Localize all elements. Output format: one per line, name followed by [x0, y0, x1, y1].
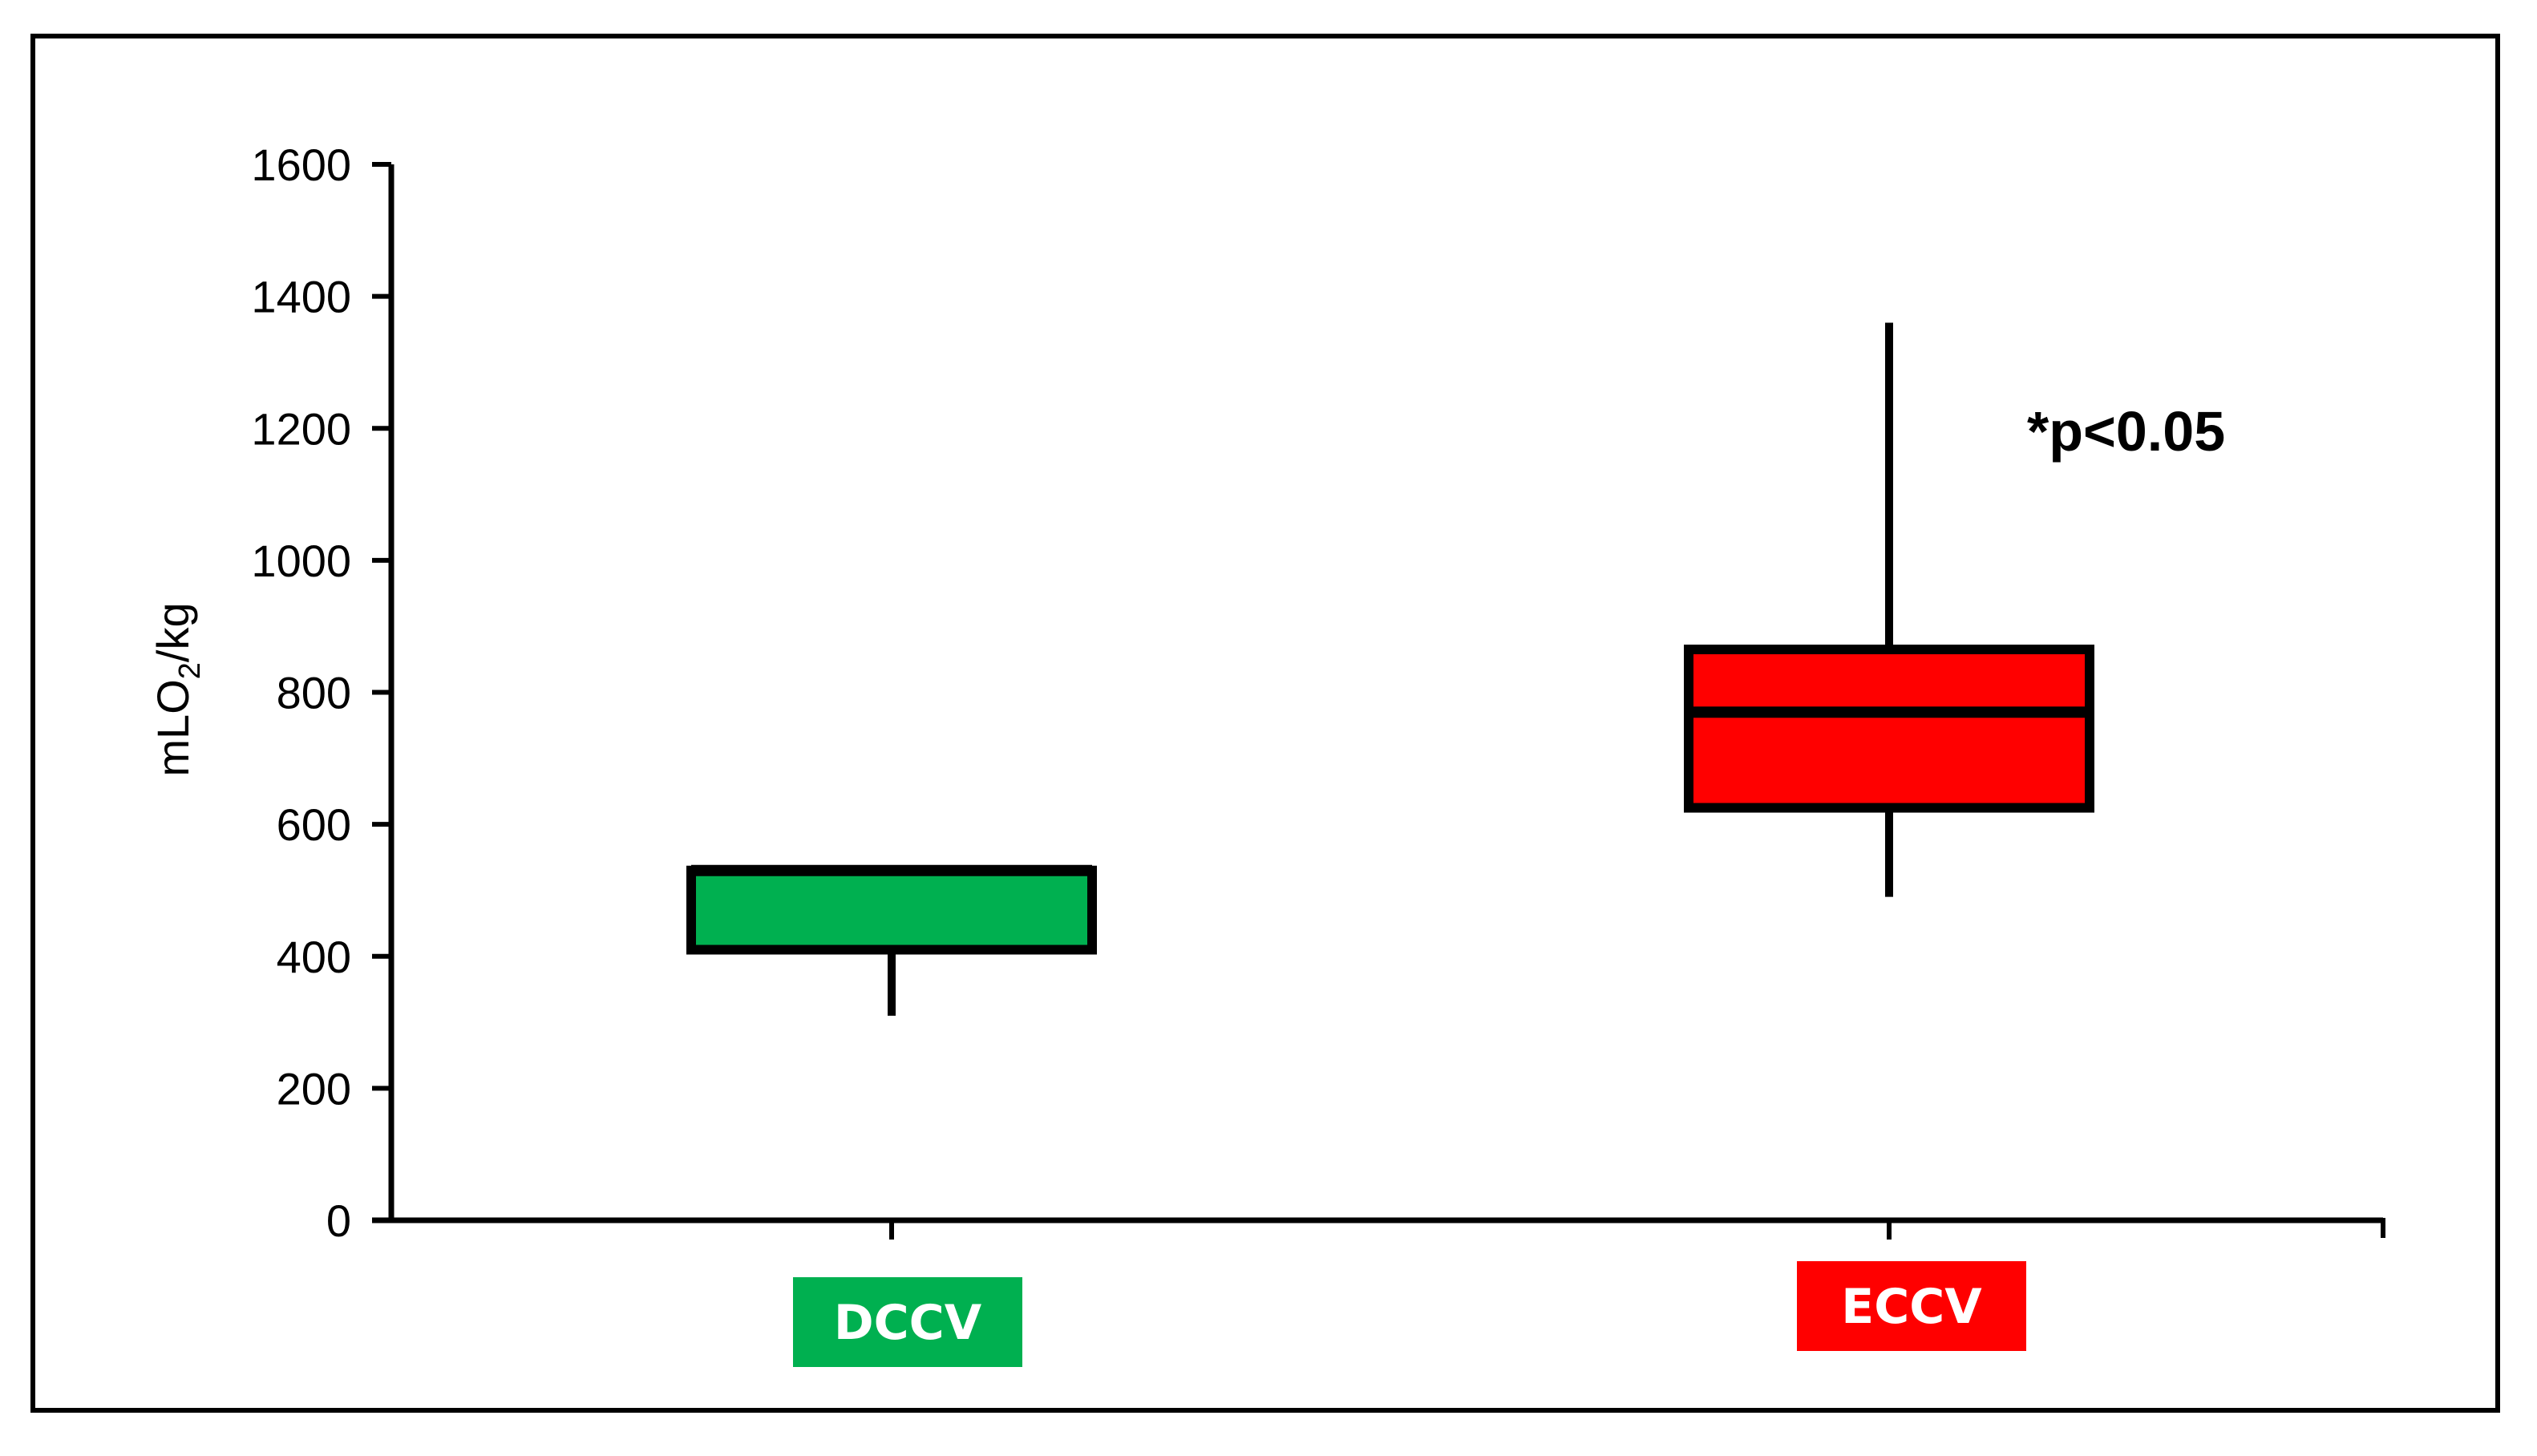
category-label-eccv: ECCV — [1841, 1279, 1982, 1335]
y-axis-label: mLO2/kg — [148, 602, 207, 776]
y-tick-label: 600 — [277, 799, 351, 850]
category-label-dccv: DCCV — [834, 1295, 982, 1351]
labels: DCCV ECCV *p<0.05 — [793, 400, 2225, 1367]
box-dccv — [686, 864, 1097, 1016]
iqr-box — [1684, 644, 2094, 813]
boxes — [686, 322, 2094, 1016]
axes: 0 200 400 600 800 1000 1200 1400 1600 mLO2/kg — [148, 140, 2385, 1246]
category-label-bg — [1797, 1261, 2026, 1351]
y-tick-label: 1400 — [251, 272, 351, 322]
y-tick-label: 400 — [277, 932, 351, 982]
y-tick-label: 200 — [277, 1063, 351, 1114]
significance-annotation: *p<0.05 — [2027, 400, 2225, 463]
iqr-box — [686, 865, 1097, 955]
y-tick-label: 0 — [326, 1195, 351, 1246]
y-tick-label: 1600 — [251, 140, 351, 190]
y-tick-label: 1200 — [251, 403, 351, 454]
y-tick-label: 1000 — [251, 536, 351, 586]
category-label-bg — [793, 1277, 1022, 1367]
y-tick-label: 800 — [277, 668, 351, 718]
box-eccv — [1684, 322, 2094, 897]
